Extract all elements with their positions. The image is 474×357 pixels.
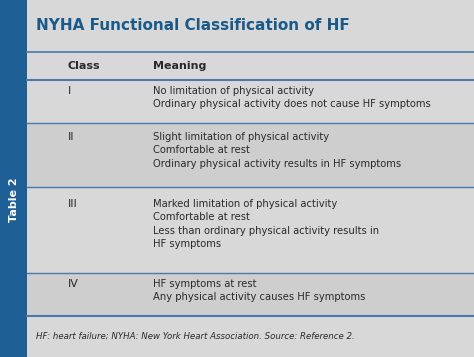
Bar	[27, 123, 474, 187]
Bar	[27, 273, 474, 316]
Text: Table 2: Table 2	[9, 177, 19, 222]
Text: I: I	[68, 86, 71, 96]
Text: HF symptoms at rest
Any physical activity causes HF symptoms: HF symptoms at rest Any physical activit…	[153, 279, 365, 302]
Text: Meaning: Meaning	[153, 61, 207, 71]
Text: HF: heart failure; NYHA: New York Heart Association. Source: Reference 2.: HF: heart failure; NYHA: New York Heart …	[36, 332, 355, 341]
Text: Marked limitation of physical activity
Comfortable at rest
Less than ordinary ph: Marked limitation of physical activity C…	[153, 198, 379, 249]
Text: NYHA Functional Classification of HF: NYHA Functional Classification of HF	[36, 18, 350, 34]
Bar	[27, 80, 474, 123]
Text: III: III	[68, 198, 78, 208]
Text: IV: IV	[68, 279, 79, 289]
Text: No limitation of physical activity
Ordinary physical activity does not cause HF : No limitation of physical activity Ordin…	[153, 86, 431, 110]
Bar	[27, 187, 474, 273]
Text: Slight limitation of physical activity
Comfortable at rest
Ordinary physical act: Slight limitation of physical activity C…	[153, 131, 401, 169]
Text: Class: Class	[68, 61, 100, 71]
Bar	[0, 0, 27, 357]
Text: II: II	[68, 131, 74, 141]
